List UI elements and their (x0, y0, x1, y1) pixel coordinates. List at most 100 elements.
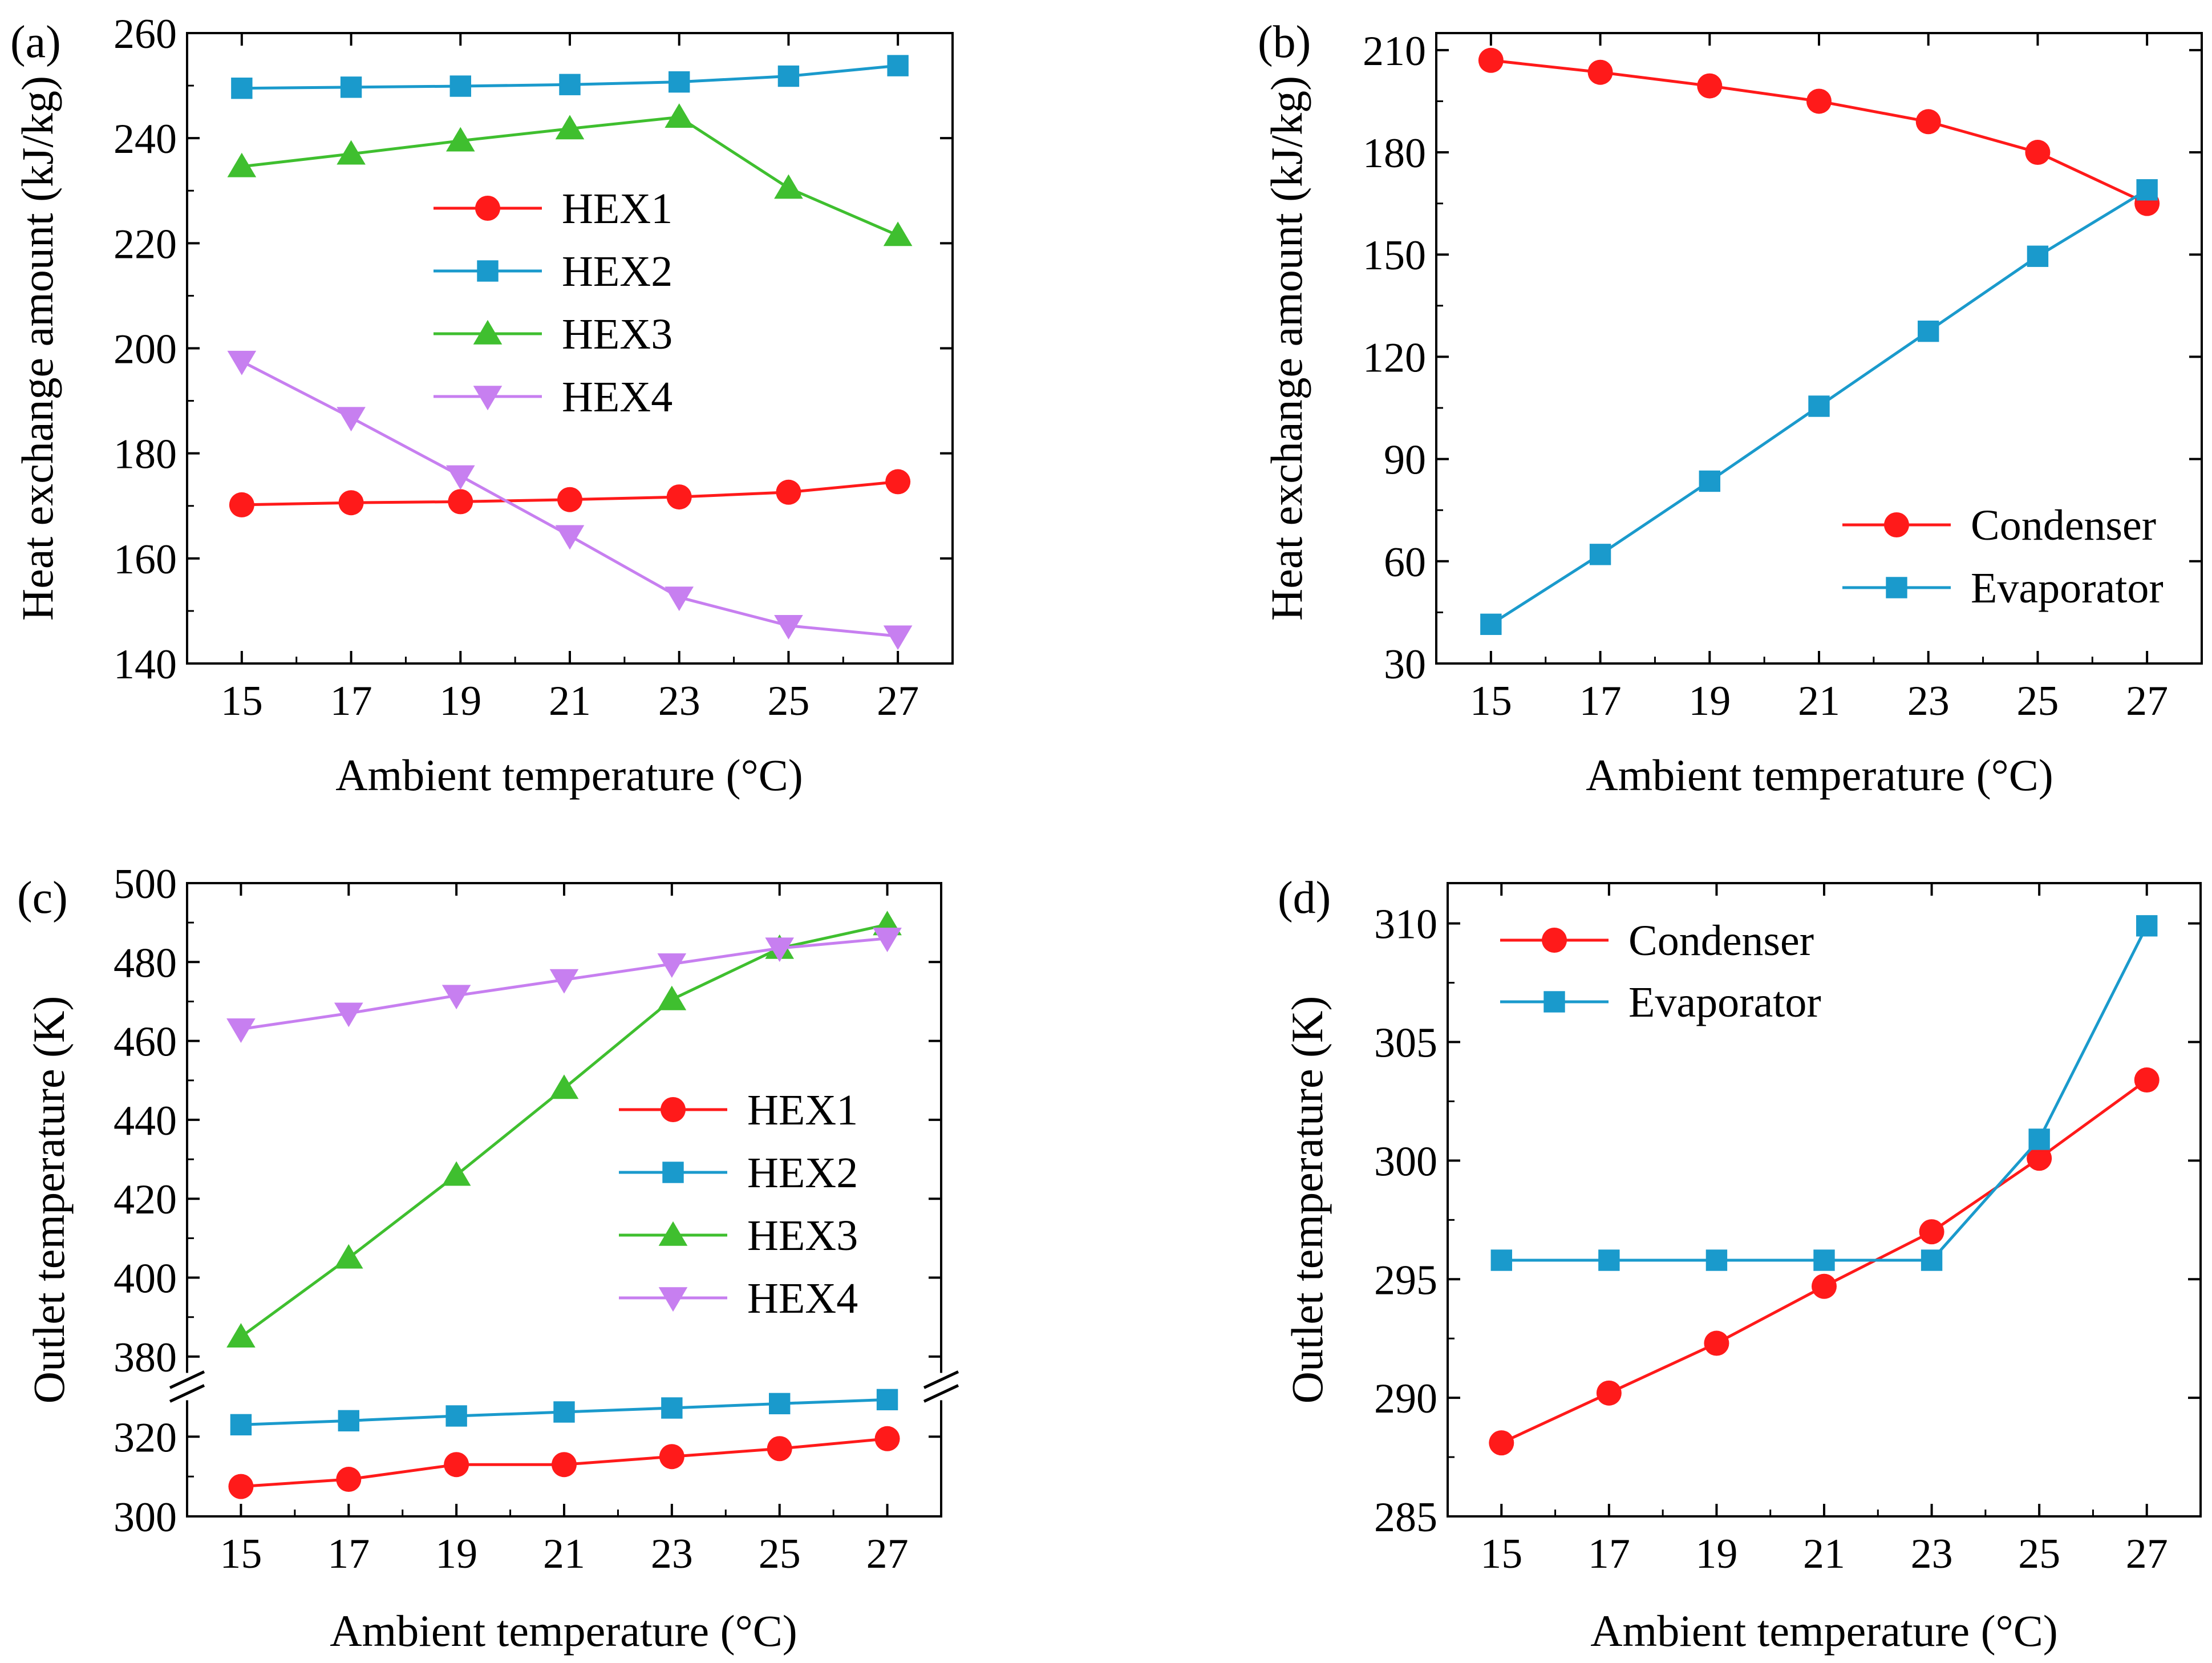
axis-break-mark (169, 1370, 205, 1389)
legend: Condenser Evaporator (1500, 917, 1821, 1026)
x-tick-label: 19 (1695, 1531, 1737, 1577)
y-axis-label: Heat exchange amount (kJ/kg) (1262, 76, 1311, 621)
legend-label: HEX4 (747, 1274, 858, 1322)
data-point-evaporator (1490, 1249, 1512, 1271)
legend-marker (658, 1221, 688, 1246)
data-point-condenser (1704, 1330, 1729, 1356)
legend-marker (662, 1162, 684, 1183)
data-point-hex3 (549, 1074, 579, 1099)
y-axis-label: Outlet temperature (K) (1282, 996, 1332, 1404)
legend-marker (1886, 577, 1907, 598)
legend-marker (1543, 991, 1565, 1013)
x-tick-label: 21 (549, 678, 591, 725)
data-point-hex1 (552, 1452, 577, 1478)
data-point-hex3 (657, 985, 687, 1010)
x-tick-label: 19 (439, 678, 481, 725)
y-tick-label: 180 (114, 431, 177, 478)
data-point-hex1 (666, 484, 692, 510)
x-axis-label: Ambient temperature (°C) (1586, 750, 2053, 800)
data-point-hex2 (340, 76, 362, 98)
x-tick-label: 19 (435, 1531, 477, 1577)
legend-label: Condenser (1971, 501, 2156, 549)
panel-label: (a) (10, 17, 61, 67)
legend-marker (475, 196, 500, 221)
data-point-evaporator (1598, 1249, 1620, 1271)
axis-break-mark (923, 1384, 959, 1403)
data-point-condenser (1919, 1219, 1944, 1245)
data-point-evaporator (2136, 179, 2158, 201)
data-point-hex2 (777, 65, 800, 87)
data-point-hex3 (445, 127, 475, 152)
x-tick-label: 15 (221, 678, 263, 725)
series-line-condenser (1490, 59, 2148, 205)
y-tick-label: 140 (114, 641, 177, 688)
legend-marker (661, 1097, 686, 1122)
y-tick-label: 400 (114, 1256, 177, 1302)
data-point-hex4 (555, 525, 585, 550)
data-point-evaporator (2136, 915, 2158, 937)
data-point-hex2 (338, 1410, 359, 1432)
y-tick-label: 300 (114, 1494, 177, 1541)
legend-label: Evaporator (1971, 564, 2164, 612)
data-point-hex3 (883, 221, 913, 246)
x-tick-label: 27 (2126, 1531, 2168, 1577)
data-point-hex2 (231, 77, 253, 99)
data-point-hex4 (657, 953, 687, 978)
legend-marker (658, 1287, 688, 1312)
x-tick-label: 23 (651, 1531, 693, 1577)
data-point-hex2 (887, 55, 909, 76)
y-axis-label: Outlet temperature (K) (24, 996, 74, 1404)
x-tick-label: 25 (767, 678, 809, 725)
y-tick-label: 60 (1384, 539, 1426, 586)
y-tick-label: 220 (114, 221, 177, 268)
data-point-hex4 (441, 985, 471, 1010)
y-tick-label: 480 (114, 940, 177, 986)
y-tick-label: 295 (1374, 1257, 1437, 1304)
y-tick-label: 300 (1374, 1138, 1437, 1185)
x-tick-label: 15 (1480, 1531, 1522, 1577)
data-point-hex2 (769, 1393, 791, 1415)
legend-marker (1884, 512, 1909, 537)
data-point-hex4 (765, 937, 795, 962)
x-tick-label: 25 (2018, 1531, 2060, 1577)
data-point-hex3 (774, 174, 803, 199)
data-point-condenser (1812, 1273, 1837, 1299)
data-point-condenser (1478, 47, 1504, 73)
data-point-evaporator (1813, 1249, 1835, 1271)
y-tick-label: 305 (1374, 1020, 1437, 1067)
data-point-evaporator (1589, 544, 1611, 565)
data-point-hex3 (334, 1244, 363, 1269)
axis-break-mark (169, 1384, 205, 1403)
x-tick-label: 25 (2016, 678, 2059, 725)
data-point-hex1 (885, 469, 911, 495)
x-tick-label: 15 (1470, 678, 1512, 725)
legend-marker (477, 260, 499, 282)
x-tick-label: 17 (327, 1531, 370, 1577)
x-tick-label: 23 (658, 678, 700, 725)
y-tick-label: 30 (1384, 641, 1426, 688)
y-tick-label: 440 (114, 1098, 177, 1144)
data-point-hex1 (444, 1452, 469, 1478)
x-tick-label: 27 (866, 1531, 909, 1577)
x-tick-label: 17 (1579, 678, 1622, 725)
data-point-hex4 (774, 615, 803, 640)
data-point-hex2 (449, 75, 471, 97)
data-point-condenser (1915, 109, 1941, 135)
data-point-condenser (2025, 140, 2051, 165)
y-tick-label: 160 (114, 536, 177, 583)
x-tick-label: 23 (1911, 1531, 1953, 1577)
legend: HEX1 HEX2 HEX3 HEX4 (434, 185, 672, 421)
data-point-hex3 (555, 115, 585, 140)
data-point-hex1 (448, 489, 473, 515)
data-point-condenser (1806, 88, 1832, 114)
data-point-hex4 (226, 1018, 256, 1043)
data-point-hex3 (441, 1161, 471, 1186)
x-tick-label: 17 (1588, 1531, 1630, 1577)
series-line-evaporator (1501, 925, 2148, 1262)
y-tick-label: 90 (1384, 437, 1426, 484)
y-tick-label: 210 (1363, 28, 1426, 75)
data-point-hex1 (336, 1467, 362, 1492)
x-axis-label: Ambient temperature (°C) (330, 1606, 797, 1656)
data-point-hex1 (874, 1426, 900, 1451)
